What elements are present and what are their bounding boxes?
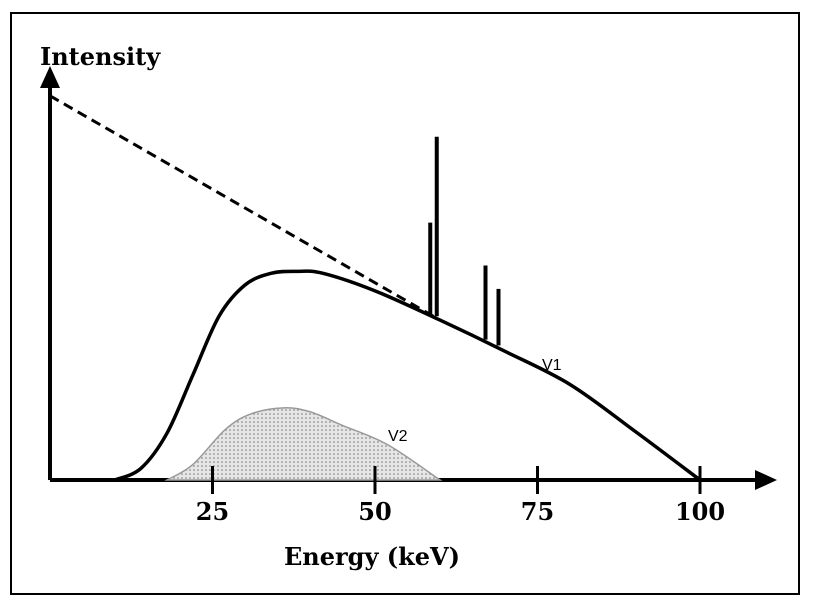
x-axis-arrow — [755, 470, 777, 490]
v1-label: V1 — [542, 357, 562, 374]
x-tick-label-50: 50 — [358, 497, 391, 526]
x-tick-label-100: 100 — [675, 497, 725, 526]
y-axis-arrow — [40, 66, 60, 88]
y-axis-label: Intensity — [40, 42, 161, 71]
x-tick-label-25: 25 — [196, 497, 229, 526]
v1-spectrum-curve — [114, 269, 702, 482]
v2-spectrum-curve — [164, 407, 443, 481]
v2-label: V2 — [388, 428, 408, 445]
x-tick-label-75: 75 — [521, 497, 554, 526]
x-axis-label: Energy (keV) — [284, 542, 460, 571]
unfiltered-dashed-line — [49, 94, 441, 322]
